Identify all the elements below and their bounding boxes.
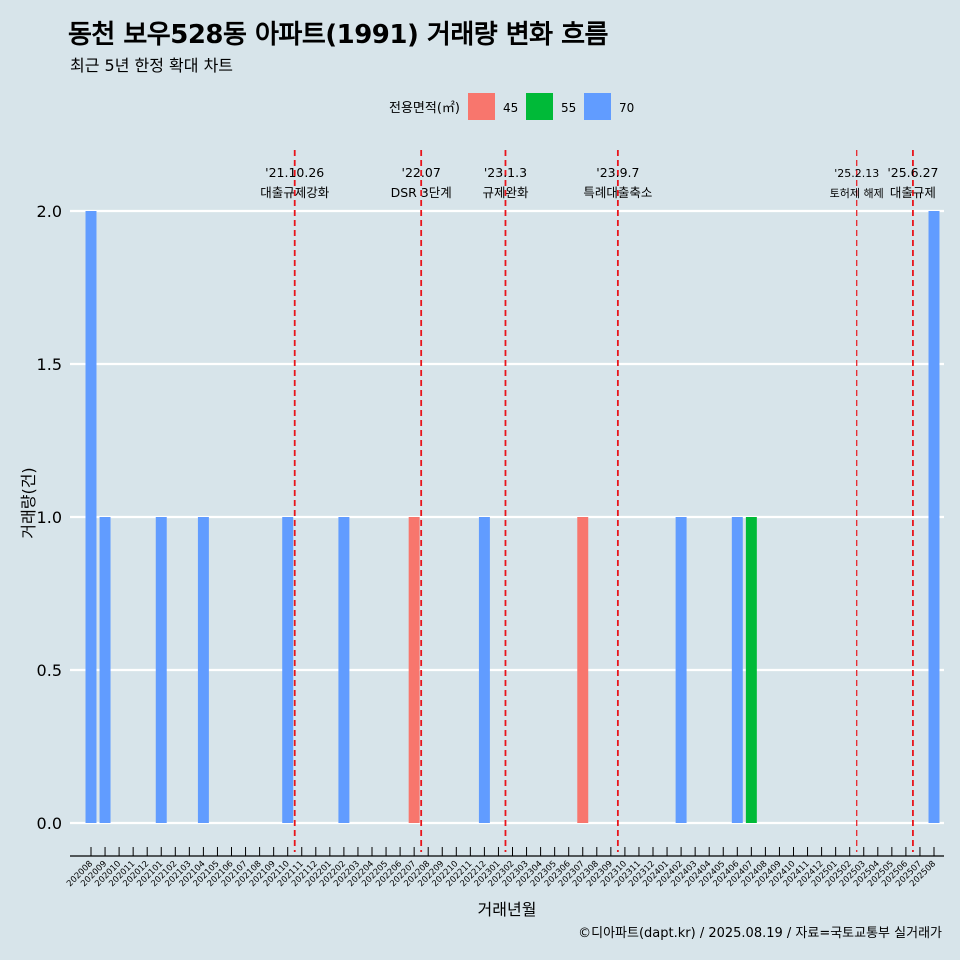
event-date: '23.1.3 (484, 165, 527, 180)
bars (85, 211, 940, 823)
bar-70-202104 (197, 517, 209, 823)
bar-70-202009 (99, 517, 111, 823)
y-tick-label: 1.5 (37, 355, 62, 374)
event-label: 대출규제 (890, 185, 936, 200)
bar-70-202202 (338, 517, 350, 823)
chart-title: 동천 보우528동 아파트(1991) 거래량 변화 흐름 (68, 20, 608, 50)
y-tick-label: 2.0 (37, 202, 62, 221)
legend-swatch-45 (468, 93, 495, 120)
source-caption: ©디아파트(dapt.kr) / 2025.08.19 / 자료=국토교통부 실… (578, 926, 942, 941)
bar-70-202508 (928, 211, 940, 823)
event-date: '21.10.26 (265, 165, 324, 180)
y-axis-title: 거래량(건) (19, 467, 38, 538)
event-label: 규제완화 (482, 185, 529, 200)
legend-label-55: 55 (561, 101, 576, 115)
grid-lines (70, 209, 944, 825)
legend-label-45: 45 (503, 101, 518, 115)
bar-70-202008 (85, 211, 97, 823)
event-label: DSR 3단계 (391, 185, 452, 200)
y-tick-label: 0.5 (37, 661, 62, 680)
event-date: '25.2.13 (834, 167, 879, 180)
bar-45-202207 (408, 517, 420, 823)
event-date: '23.9.7 (596, 165, 639, 180)
legend-title: 전용면적(㎡) (389, 101, 460, 116)
bar-45-202307 (577, 517, 589, 823)
event-label: 토허제 해제 (830, 186, 884, 200)
bar-70-202402 (675, 517, 687, 823)
legend-label-70: 70 (619, 101, 634, 115)
chart-subtitle: 최근 5년 한정 확대 차트 (70, 56, 234, 75)
x-axis-title: 거래년월 (478, 900, 537, 919)
event-date: '22.07 (402, 165, 441, 180)
legend: 전용면적(㎡) 45 55 70 (389, 93, 634, 120)
bar-70-202101 (155, 517, 167, 823)
bar-70-202110 (282, 517, 294, 823)
y-tick-label: 0.0 (37, 814, 62, 833)
event-markers: '21.10.26 대출규제강화 '22.07 DSR 3단계 '23.1.3 규제완화 '… (260, 150, 939, 852)
y-tick-label: 1.0 (37, 508, 62, 527)
event-label: 특례대출축소 (583, 185, 652, 200)
legend-swatch-70 (584, 93, 611, 120)
event-date: '25.6.27 (887, 165, 938, 180)
bar-70-202406 (731, 517, 743, 823)
legend-swatch-55 (526, 93, 553, 120)
bar-55-202407 (745, 517, 757, 823)
event-label: 대출규제강화 (260, 185, 330, 200)
bar-70-202212 (478, 517, 490, 823)
